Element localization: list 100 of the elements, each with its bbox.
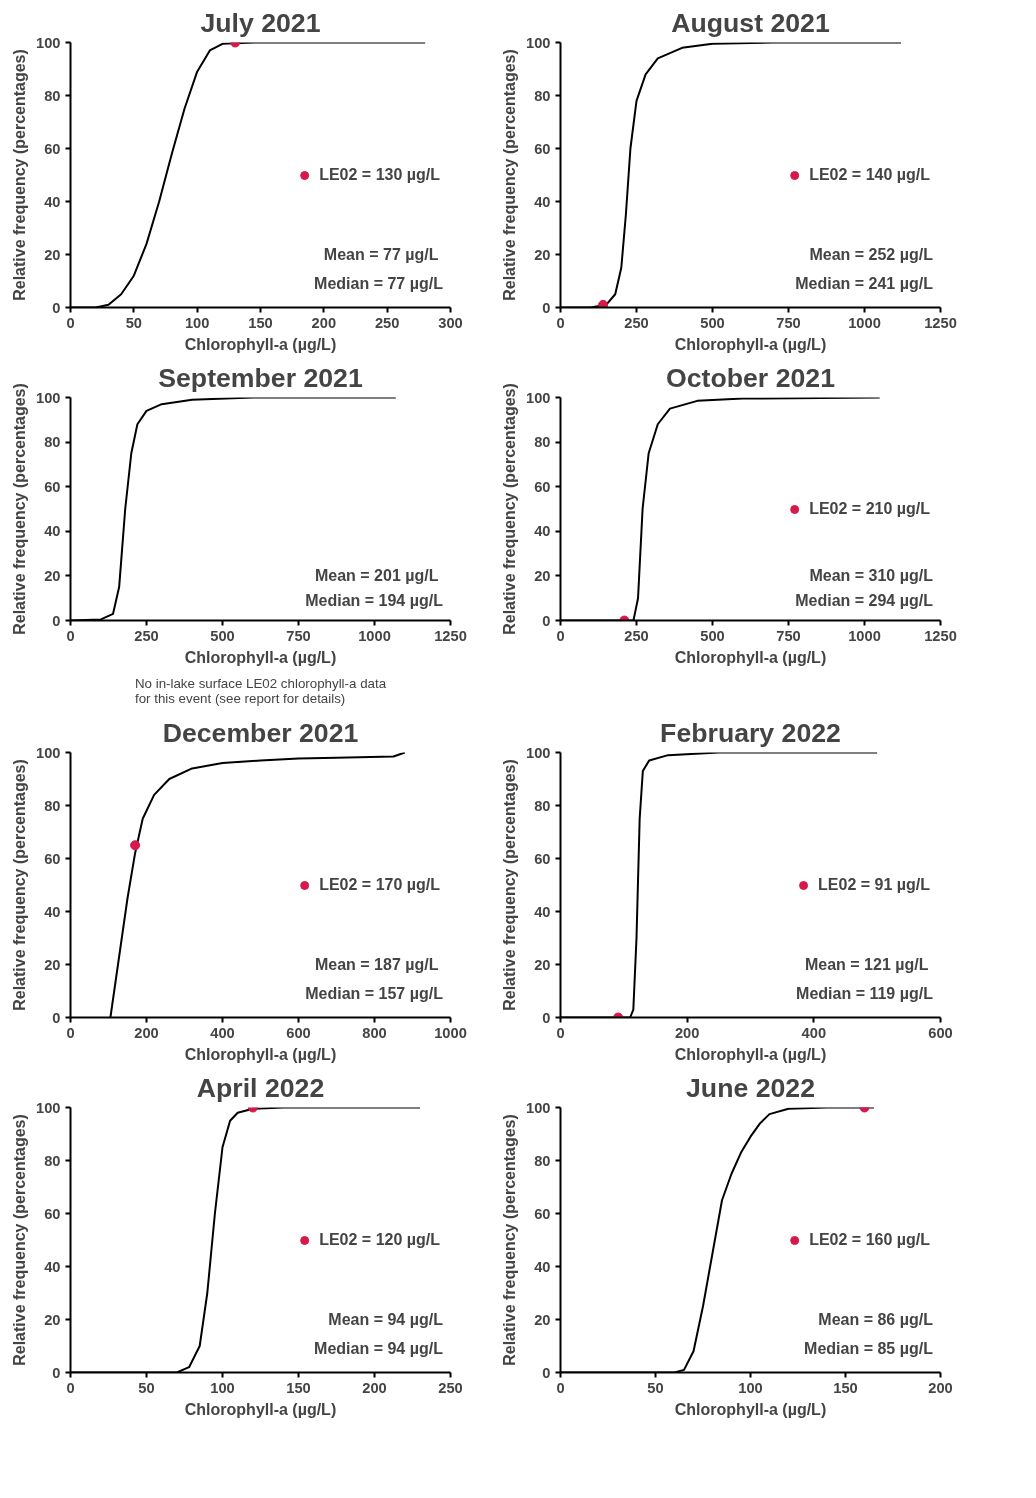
x-axis-title: Chlorophyll-a (µg/L): [184, 335, 337, 353]
y-tick-label: 80: [534, 797, 551, 814]
y-tick-label: 20: [534, 567, 551, 584]
chart-title: February 2022: [660, 717, 841, 748]
annotation: Median = 94 µg/L: [314, 1340, 444, 1358]
y-tick-label: 40: [534, 1258, 551, 1275]
y-tick-label: 60: [534, 140, 551, 157]
y-tick-label: 80: [534, 434, 551, 451]
y-tick-label: 100: [526, 389, 551, 406]
x-tick-label: 0: [556, 314, 565, 331]
x-tick-label: 600: [928, 1024, 953, 1041]
x-tick-label: 300: [438, 314, 463, 331]
x-tick-label: 50: [125, 314, 142, 331]
legend-label: LE02 = 91 µg/L: [818, 875, 930, 894]
x-tick-label: 100: [210, 1379, 235, 1396]
x-tick-label: 0: [556, 1024, 565, 1041]
annotation: Mean = 201 µg/L: [314, 567, 439, 585]
y-tick-label: 60: [534, 478, 551, 495]
x-tick-label: 750: [776, 627, 801, 644]
x-tick-label: 250: [134, 627, 159, 644]
x-tick-label: 200: [134, 1024, 159, 1041]
y-tick-label: 100: [36, 1099, 61, 1116]
x-tick-label: 0: [66, 314, 75, 331]
x-tick-label: 200: [362, 1379, 387, 1396]
annotation: Mean = 187 µg/L: [314, 956, 439, 973]
y-axis-title: Relative frequency (percentages): [501, 383, 519, 635]
x-tick-label: 500: [700, 627, 725, 644]
y-tick-label: 60: [534, 850, 551, 867]
x-tick-label: 250: [438, 1379, 463, 1396]
x-tick-label: 0: [66, 627, 75, 644]
y-tick-label: 0: [542, 1364, 551, 1381]
y-tick-label: 0: [542, 1009, 551, 1026]
annotation: Median = 241 µg/L: [795, 275, 934, 293]
x-tick-label: 1000: [848, 627, 881, 644]
x-tick-label: 150: [833, 1379, 858, 1396]
annotation: Median = 77 µg/L: [314, 275, 444, 293]
chart-title: October 2021: [666, 362, 836, 393]
x-tick-label: 1250: [924, 627, 957, 644]
chart-title: April 2022: [196, 1072, 325, 1103]
annotation: Median = 85 µg/L: [804, 1340, 934, 1358]
x-tick-label: 600: [286, 1024, 311, 1041]
x-tick-label: 200: [674, 1024, 700, 1041]
x-tick-label: 250: [624, 627, 649, 644]
annotation: Median = 294 µg/L: [795, 591, 934, 609]
y-axis-title: Relative frequency (percentages): [501, 49, 519, 301]
annotation: Mean = 310 µg/L: [809, 567, 934, 585]
x-tick-label: 200: [311, 314, 337, 331]
y-tick-label: 40: [534, 193, 551, 210]
annotation: Mean = 252 µg/L: [809, 246, 934, 263]
annotation: Median = 119 µg/L: [796, 985, 934, 1003]
y-tick-label: 100: [36, 34, 61, 51]
annotation: Mean = 86 µg/L: [818, 1311, 934, 1328]
legend-label: LE02 = 120 µg/L: [319, 1230, 440, 1249]
y-tick-label: 100: [36, 744, 61, 761]
y-tick-label: 0: [542, 299, 551, 316]
x-axis-title: Chlorophyll-a (µg/L): [674, 1045, 827, 1063]
x-axis-title: Chlorophyll-a (µg/L): [674, 335, 827, 353]
x-tick-label: 500: [210, 627, 235, 644]
x-tick-label: 100: [738, 1379, 763, 1396]
x-tick-label: 150: [248, 314, 273, 331]
annotation: Median = 157 µg/L: [305, 985, 444, 1003]
y-tick-label: 0: [52, 299, 61, 316]
y-axis-title: Relative frequency (percentages): [11, 49, 29, 301]
x-tick-label: 1250: [924, 314, 957, 331]
legend-label: LE02 = 210 µg/L: [809, 499, 930, 518]
y-tick-label: 100: [36, 389, 61, 406]
y-axis-title: Relative frequency (percentages): [11, 1114, 29, 1366]
x-tick-label: 250: [374, 314, 400, 331]
y-tick-label: 40: [534, 523, 551, 540]
legend-label: LE02 = 170 µg/L: [319, 875, 440, 894]
x-axis-title: Chlorophyll-a (µg/L): [674, 1400, 827, 1418]
chart-title: September 2021: [158, 362, 363, 393]
y-tick-label: 60: [44, 1205, 61, 1222]
y-tick-label: 40: [44, 903, 61, 920]
y-tick-label: 20: [534, 1311, 551, 1328]
y-tick-label: 20: [534, 956, 551, 973]
y-tick-label: 100: [526, 1099, 551, 1116]
x-tick-label: 1000: [434, 1024, 467, 1041]
y-tick-label: 60: [44, 140, 61, 157]
y-tick-label: 100: [526, 34, 551, 51]
x-tick-label: 1000: [848, 314, 881, 331]
x-tick-label: 400: [801, 1024, 827, 1041]
x-tick-label: 400: [210, 1024, 235, 1041]
x-tick-label: 250: [624, 314, 649, 331]
x-tick-label: 750: [776, 314, 801, 331]
x-tick-label: 150: [286, 1379, 311, 1396]
chart-title: December 2021: [162, 717, 359, 748]
x-tick-label: 500: [700, 314, 725, 331]
annotation: Median = 194 µg/L: [305, 591, 444, 609]
legend-label: LE02 = 130 µg/L: [319, 165, 440, 184]
y-tick-label: 60: [534, 1205, 551, 1222]
y-tick-label: 60: [44, 850, 61, 867]
x-tick-label: 800: [362, 1024, 387, 1041]
x-tick-label: 1000: [358, 627, 391, 644]
y-tick-label: 20: [44, 567, 61, 584]
y-axis-title: Relative frequency (percentages): [501, 759, 519, 1011]
y-tick-label: 40: [44, 523, 61, 540]
y-tick-label: 40: [44, 193, 61, 210]
x-tick-label: 50: [647, 1379, 664, 1396]
y-tick-label: 80: [44, 87, 61, 104]
